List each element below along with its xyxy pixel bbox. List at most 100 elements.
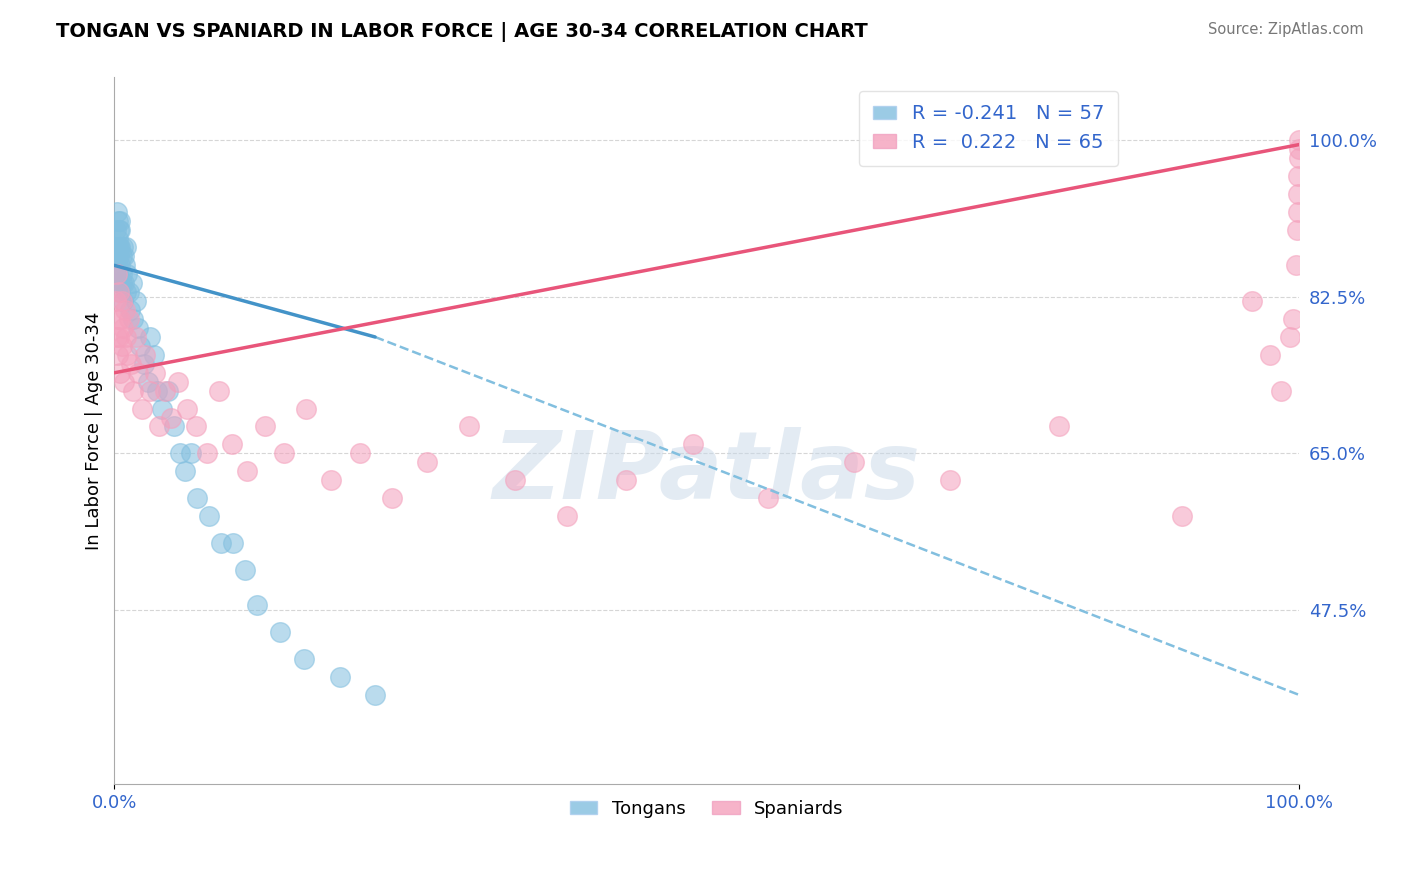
Point bbox=[136, 375, 159, 389]
Point bbox=[1270, 384, 1292, 398]
Point bbox=[1258, 348, 1281, 362]
Point bbox=[115, 240, 138, 254]
Point bbox=[221, 437, 243, 451]
Point bbox=[1288, 133, 1310, 147]
Point bbox=[364, 688, 387, 702]
Point bbox=[163, 419, 186, 434]
Point bbox=[120, 357, 142, 371]
Point bbox=[131, 401, 153, 416]
Point bbox=[222, 536, 245, 550]
Point bbox=[110, 285, 132, 300]
Point bbox=[614, 473, 637, 487]
Point bbox=[1047, 419, 1070, 434]
Point bbox=[108, 277, 131, 291]
Point bbox=[381, 491, 404, 505]
Point bbox=[169, 446, 191, 460]
Point bbox=[1288, 151, 1310, 165]
Point bbox=[758, 491, 780, 505]
Point bbox=[1285, 222, 1308, 236]
Point bbox=[117, 285, 139, 300]
Point bbox=[1171, 508, 1194, 523]
Point bbox=[127, 321, 149, 335]
Point bbox=[180, 446, 202, 460]
Point bbox=[104, 240, 127, 254]
Point bbox=[127, 366, 149, 380]
Point bbox=[176, 401, 198, 416]
Point bbox=[156, 384, 179, 398]
Point bbox=[167, 375, 190, 389]
Point bbox=[198, 508, 221, 523]
Point bbox=[125, 294, 148, 309]
Point bbox=[105, 268, 128, 282]
Point bbox=[117, 348, 139, 362]
Point bbox=[328, 670, 350, 684]
Point bbox=[108, 240, 131, 254]
Point bbox=[132, 357, 155, 371]
Point bbox=[253, 419, 276, 434]
Point bbox=[122, 312, 145, 326]
Point bbox=[1286, 186, 1309, 201]
Point bbox=[148, 419, 170, 434]
Point bbox=[118, 303, 141, 318]
Point bbox=[110, 249, 132, 263]
Point bbox=[503, 473, 526, 487]
Point bbox=[269, 625, 291, 640]
Point bbox=[129, 339, 152, 353]
Point bbox=[209, 536, 232, 550]
Point bbox=[108, 285, 131, 300]
Point bbox=[273, 446, 295, 460]
Point bbox=[107, 312, 129, 326]
Point bbox=[186, 491, 208, 505]
Point bbox=[1285, 259, 1308, 273]
Point bbox=[114, 303, 136, 318]
Point bbox=[110, 294, 132, 309]
Point bbox=[111, 321, 134, 335]
Point bbox=[142, 348, 165, 362]
Text: TONGAN VS SPANIARD IN LABOR FORCE | AGE 30-34 CORRELATION CHART: TONGAN VS SPANIARD IN LABOR FORCE | AGE … bbox=[56, 22, 868, 42]
Point bbox=[105, 204, 128, 219]
Point bbox=[1288, 142, 1310, 156]
Point bbox=[195, 446, 218, 460]
Point bbox=[115, 285, 138, 300]
Point bbox=[321, 473, 343, 487]
Point bbox=[105, 249, 128, 263]
Point bbox=[108, 222, 131, 236]
Point bbox=[107, 268, 129, 282]
Text: Source: ZipAtlas.com: Source: ZipAtlas.com bbox=[1208, 22, 1364, 37]
Point bbox=[1286, 169, 1309, 183]
Point bbox=[107, 240, 129, 254]
Point bbox=[110, 268, 132, 282]
Point bbox=[1286, 204, 1309, 219]
Point bbox=[295, 401, 318, 416]
Point bbox=[682, 437, 704, 451]
Text: ZIPatlas: ZIPatlas bbox=[492, 427, 921, 519]
Point bbox=[146, 384, 169, 398]
Point bbox=[122, 384, 145, 398]
Point bbox=[150, 401, 173, 416]
Point bbox=[115, 330, 138, 344]
Point bbox=[114, 259, 136, 273]
Point bbox=[117, 268, 139, 282]
Point bbox=[110, 366, 132, 380]
Point bbox=[107, 348, 129, 362]
Point bbox=[174, 464, 197, 478]
Point bbox=[111, 294, 134, 309]
Point bbox=[107, 231, 129, 245]
Point bbox=[125, 330, 148, 344]
Point bbox=[1282, 312, 1305, 326]
Point bbox=[245, 599, 267, 613]
Point bbox=[1240, 294, 1263, 309]
Legend: Tongans, Spaniards: Tongans, Spaniards bbox=[562, 792, 851, 825]
Point bbox=[112, 375, 135, 389]
Point bbox=[236, 464, 259, 478]
Point bbox=[105, 259, 128, 273]
Point bbox=[139, 330, 162, 344]
Point bbox=[143, 366, 166, 380]
Point bbox=[155, 384, 177, 398]
Point bbox=[110, 222, 132, 236]
Point bbox=[112, 277, 135, 291]
Point bbox=[349, 446, 371, 460]
Point bbox=[110, 277, 132, 291]
Point bbox=[233, 563, 256, 577]
Point bbox=[1278, 330, 1301, 344]
